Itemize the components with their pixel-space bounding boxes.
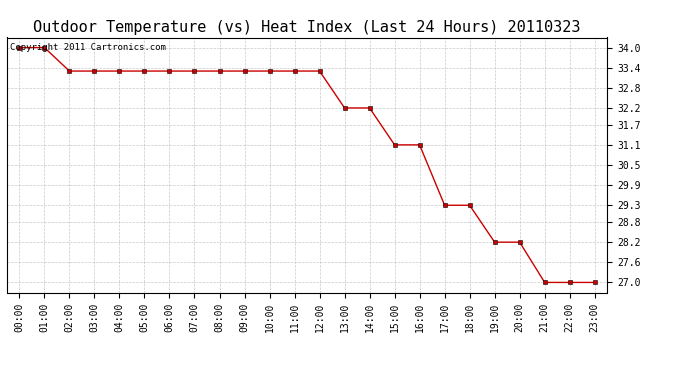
- Title: Outdoor Temperature (vs) Heat Index (Last 24 Hours) 20110323: Outdoor Temperature (vs) Heat Index (Las…: [33, 20, 581, 35]
- Text: Copyright 2011 Cartronics.com: Copyright 2011 Cartronics.com: [10, 43, 166, 52]
